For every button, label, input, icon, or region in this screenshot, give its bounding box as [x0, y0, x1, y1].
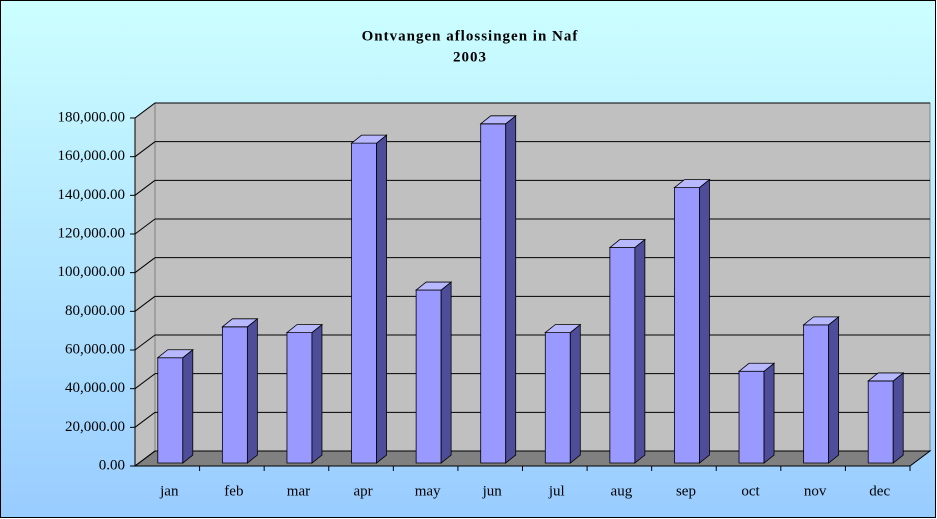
bar-side [311, 323, 323, 464]
bar-top [608, 239, 647, 248]
bar-top [285, 324, 324, 334]
bar-top [737, 362, 776, 372]
bar-side [440, 281, 452, 464]
y-tick-label: 20,000.00 [65, 419, 125, 435]
y-tick-label: 60,000.00 [65, 341, 125, 357]
x-tick-label: mar [287, 483, 310, 499]
bar [221, 317, 259, 464]
bar-top [802, 316, 840, 326]
bar-front [867, 380, 894, 464]
bar [479, 114, 517, 464]
x-tick-label: sep [676, 483, 696, 499]
bar-front [544, 332, 571, 464]
x-tick-label: oct [741, 483, 760, 499]
bar-side [699, 178, 710, 464]
bar-top [221, 318, 259, 328]
grid-line [134, 411, 156, 428]
bar-side [505, 114, 517, 464]
grid-line [134, 373, 156, 390]
bar-front [351, 142, 377, 464]
y-tick-label: 100,000.00 [58, 264, 126, 280]
bar-side [246, 317, 258, 464]
bar-side [569, 323, 581, 464]
bar-front [738, 370, 765, 464]
bar-top [350, 134, 388, 144]
bar [608, 238, 647, 464]
bar [802, 316, 840, 464]
bar [737, 362, 776, 464]
chart-subtitle: 2003 [453, 49, 487, 65]
bar-front [415, 289, 442, 464]
bar-side [182, 348, 194, 464]
bar-front [609, 247, 636, 464]
x-tick-label: aug [611, 483, 633, 499]
y-tick-label: 120,000.00 [58, 225, 126, 241]
x-tick-label: apr [353, 483, 372, 499]
x-tick-label: feb [224, 483, 243, 499]
bar-front [803, 324, 830, 464]
grid-line [134, 179, 156, 196]
bar-side [376, 134, 387, 464]
x-tick-label: jun [482, 483, 503, 499]
bar [544, 323, 582, 464]
x-tick-label: nov [804, 483, 827, 499]
bar-side [763, 362, 775, 464]
bar [414, 281, 453, 464]
y-tick-label: 40,000.00 [65, 380, 125, 396]
x-tick-label: may [415, 483, 441, 499]
bar-side [828, 316, 840, 464]
grid-line [134, 141, 156, 158]
grid-line [134, 295, 156, 312]
bar-front [480, 123, 507, 464]
bar-top [544, 324, 582, 334]
bar [867, 372, 905, 464]
bar-top [156, 349, 194, 359]
chart-title: Ontvangen aflossingen in Naf [362, 28, 579, 44]
y-tick-label: 180,000.00 [58, 109, 126, 125]
bar-front [674, 187, 700, 464]
bar [156, 348, 194, 464]
y-tick-label: 160,000.00 [58, 148, 126, 164]
bar [673, 178, 711, 464]
bar-front [221, 326, 248, 464]
x-tick-label: jan [159, 483, 179, 499]
bar-side [892, 372, 904, 464]
y-tick-label: 0.00 [99, 457, 125, 473]
bar-top [414, 281, 453, 291]
bar-top [673, 179, 711, 189]
grid-line [134, 334, 156, 351]
bar-side [634, 238, 646, 464]
bar-front [157, 357, 184, 464]
x-tick-label: jul [548, 483, 565, 499]
grid-line [134, 257, 156, 274]
grid-line [134, 450, 156, 467]
grid-line [134, 218, 156, 235]
bar-top [867, 372, 905, 382]
y-tick-label: 140,000.00 [58, 187, 126, 203]
side-wall [134, 102, 156, 467]
bar [285, 323, 324, 464]
bar-top [479, 115, 517, 125]
y-tick-label: 80,000.00 [65, 303, 125, 319]
x-tick-label: dec [869, 483, 890, 499]
bar-front [286, 332, 313, 464]
grid-line [134, 102, 156, 119]
bar [350, 134, 388, 464]
